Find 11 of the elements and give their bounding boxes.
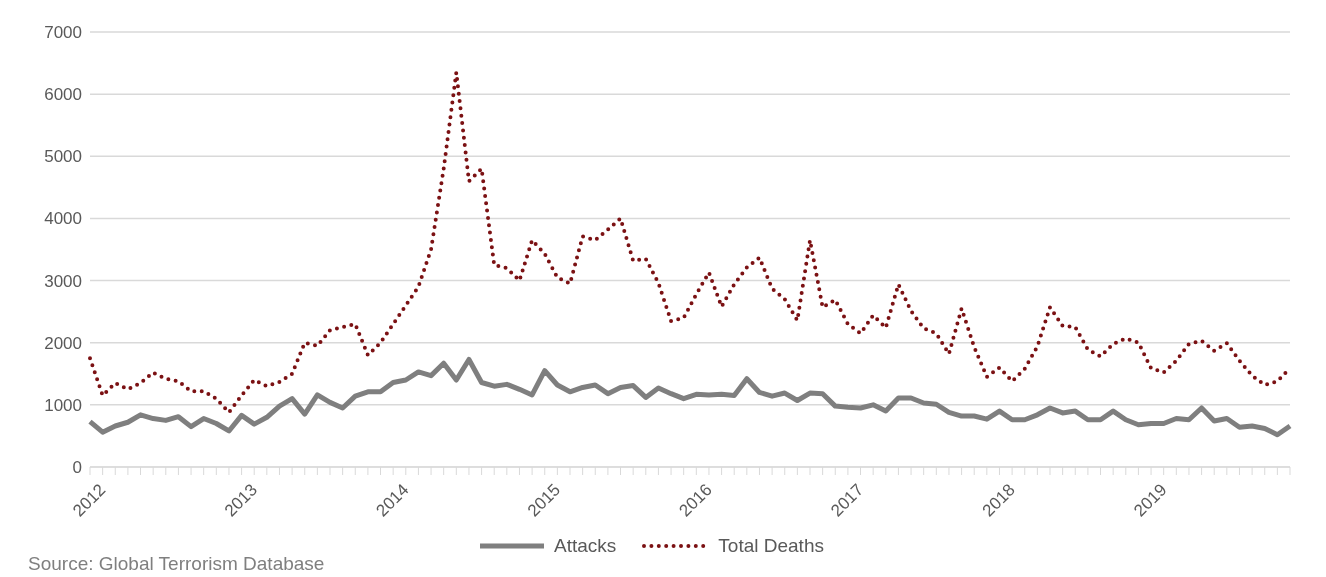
y-tick-label: 5000 [44, 147, 82, 167]
y-tick-label: 0 [72, 458, 82, 478]
y-tick-label: 6000 [44, 85, 82, 105]
y-tick-label: 7000 [44, 23, 82, 43]
y-tick-label: 4000 [44, 209, 82, 229]
y-tick-label: 2000 [44, 333, 82, 353]
y-tick-label: 3000 [44, 271, 82, 291]
y-tick-label: 1000 [44, 395, 82, 415]
legend-label: Attacks [554, 535, 617, 557]
source-note: Source: Global Terrorism Database [28, 553, 325, 575]
legend-label: Total Deaths [718, 535, 824, 557]
